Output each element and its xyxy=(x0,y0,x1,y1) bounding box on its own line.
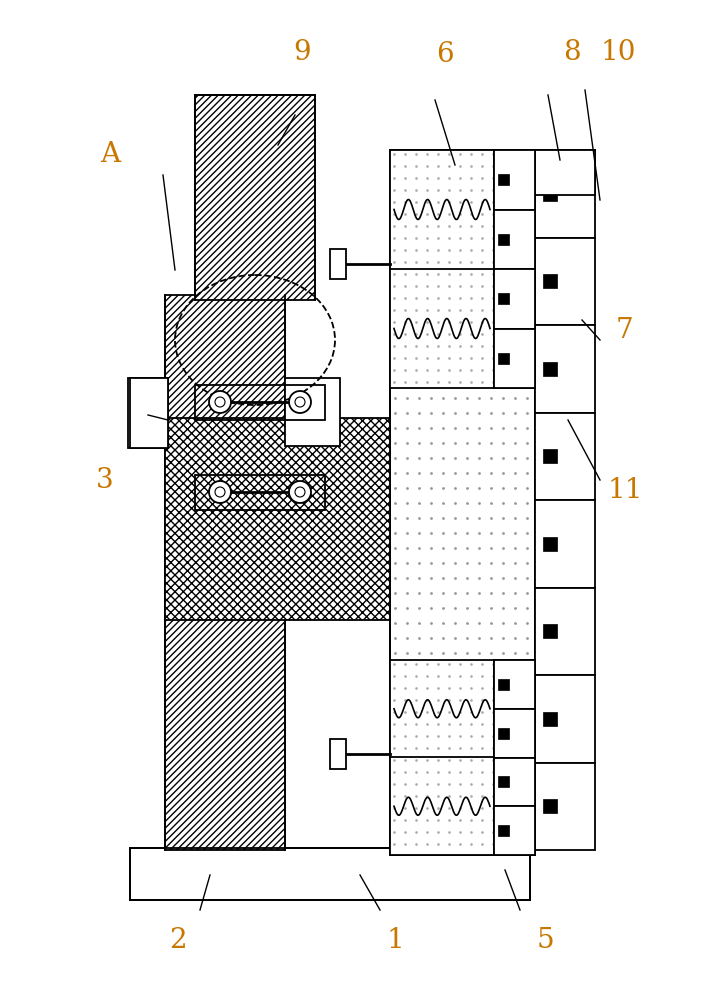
Text: 2: 2 xyxy=(169,926,187,954)
Bar xyxy=(498,353,509,364)
Bar xyxy=(535,762,595,850)
Circle shape xyxy=(289,481,311,503)
Bar xyxy=(498,234,509,245)
Circle shape xyxy=(215,487,225,497)
Bar xyxy=(535,237,595,325)
Bar xyxy=(195,385,325,420)
Bar xyxy=(543,624,557,638)
Text: 8: 8 xyxy=(563,38,581,66)
Bar xyxy=(165,490,285,850)
Bar xyxy=(390,195,535,850)
Bar xyxy=(494,758,535,806)
Bar xyxy=(390,150,595,195)
Circle shape xyxy=(209,481,231,503)
Bar xyxy=(543,187,557,201)
Circle shape xyxy=(215,397,225,407)
Bar xyxy=(543,449,557,463)
Text: 3: 3 xyxy=(96,466,114,493)
Bar xyxy=(494,150,535,210)
Bar xyxy=(390,150,535,388)
Bar xyxy=(498,679,509,690)
Text: A: A xyxy=(100,141,120,168)
Bar xyxy=(285,378,340,446)
Bar xyxy=(535,500,595,587)
Bar xyxy=(543,274,557,288)
Bar xyxy=(498,776,509,787)
Text: 10: 10 xyxy=(601,38,636,66)
Circle shape xyxy=(289,391,311,413)
Bar xyxy=(494,210,535,269)
Text: 6: 6 xyxy=(436,41,454,68)
Bar xyxy=(128,378,168,448)
Text: 5: 5 xyxy=(536,926,554,954)
Bar xyxy=(130,848,530,900)
Bar xyxy=(494,328,535,388)
Bar xyxy=(390,660,535,855)
Text: 11: 11 xyxy=(608,477,643,504)
Bar xyxy=(535,325,595,412)
Bar xyxy=(165,418,390,620)
Bar xyxy=(195,95,315,300)
Bar xyxy=(494,806,535,855)
Text: 9: 9 xyxy=(293,38,310,66)
Bar xyxy=(498,728,509,739)
Circle shape xyxy=(295,397,305,407)
Bar xyxy=(543,537,557,551)
Bar xyxy=(494,709,535,758)
Bar xyxy=(498,293,509,304)
Bar xyxy=(494,660,535,709)
Circle shape xyxy=(295,487,305,497)
Bar xyxy=(535,412,595,500)
Bar xyxy=(543,799,557,813)
Text: 1: 1 xyxy=(386,926,404,954)
Circle shape xyxy=(209,391,231,413)
Bar xyxy=(543,362,557,376)
Bar xyxy=(165,295,285,495)
Bar xyxy=(498,825,509,836)
Bar xyxy=(195,475,325,510)
Bar xyxy=(535,587,595,675)
Bar xyxy=(543,712,557,726)
Text: 7: 7 xyxy=(616,316,634,344)
Bar xyxy=(130,378,168,448)
Bar xyxy=(535,150,595,237)
Bar xyxy=(498,174,509,185)
Bar xyxy=(330,739,346,769)
Bar xyxy=(535,675,595,762)
Bar xyxy=(494,269,535,328)
Bar xyxy=(330,249,346,279)
